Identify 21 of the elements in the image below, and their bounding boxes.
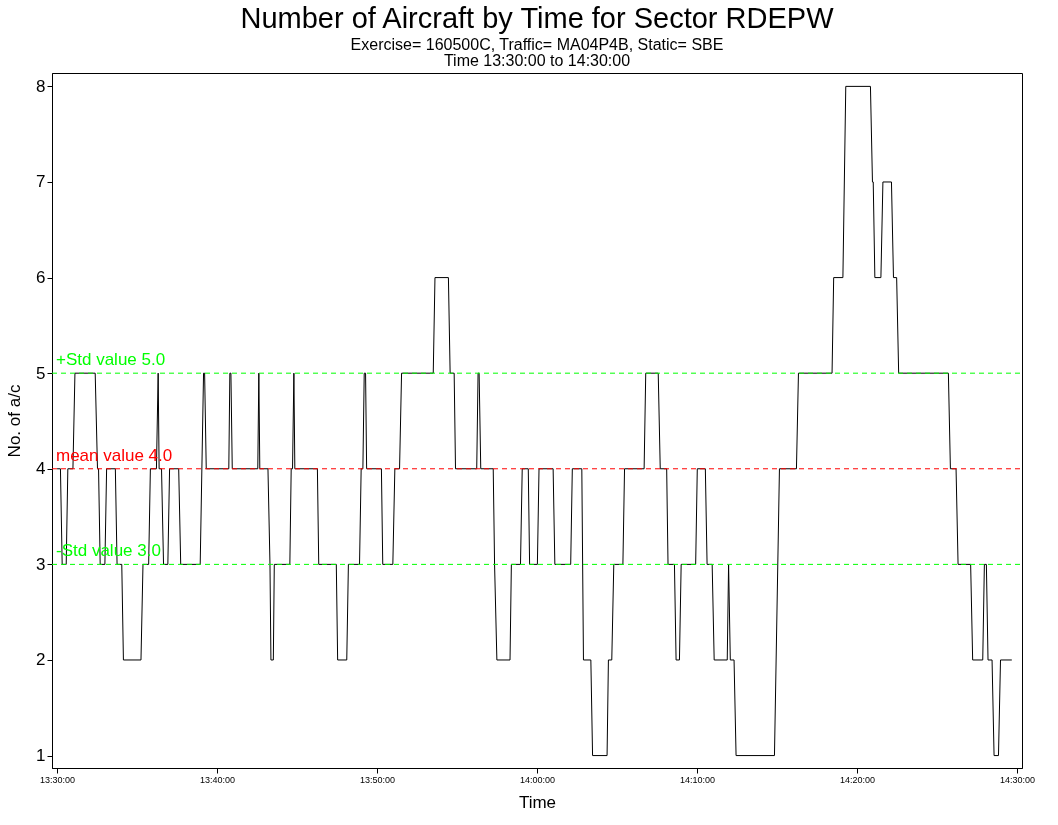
y-tick-label: 8 bbox=[36, 76, 46, 96]
chart-subtitle: Exercise= 160500C, Traffic= MA04P4B, Static= SBE Time 13:30:00 to 14:30:00 bbox=[350, 36, 724, 69]
x-tick-label: 14:30:00 bbox=[999, 774, 1035, 785]
x-axis-title: Time bbox=[518, 792, 557, 812]
x-tick-label: 14:00:00 bbox=[519, 774, 556, 785]
y-tick-label: 2 bbox=[36, 650, 46, 670]
y-tick-label: 7 bbox=[36, 172, 46, 192]
y-tick-label: 5 bbox=[36, 363, 46, 383]
x-tick-label: 14:10:00 bbox=[679, 774, 716, 785]
chart-title: Number of Aircraft by Time for Sector RDEPW bbox=[240, 2, 835, 34]
y-axis-title: No. of a/c bbox=[5, 384, 25, 458]
y-tick-label: 1 bbox=[36, 746, 46, 766]
x-tick-label: 13:30:00 bbox=[40, 774, 76, 785]
y-tick-label: 6 bbox=[36, 268, 46, 288]
y-tick-label: 3 bbox=[36, 554, 46, 574]
x-tick-label: 13:50:00 bbox=[359, 774, 396, 785]
line-series bbox=[56, 85, 1013, 757]
ref-line-label: +Std value 5.0 bbox=[56, 350, 166, 370]
x-tick-label: 13:40:00 bbox=[200, 774, 236, 785]
x-tick-label: 14:20:00 bbox=[839, 774, 875, 785]
y-tick-label: 4 bbox=[36, 459, 46, 479]
